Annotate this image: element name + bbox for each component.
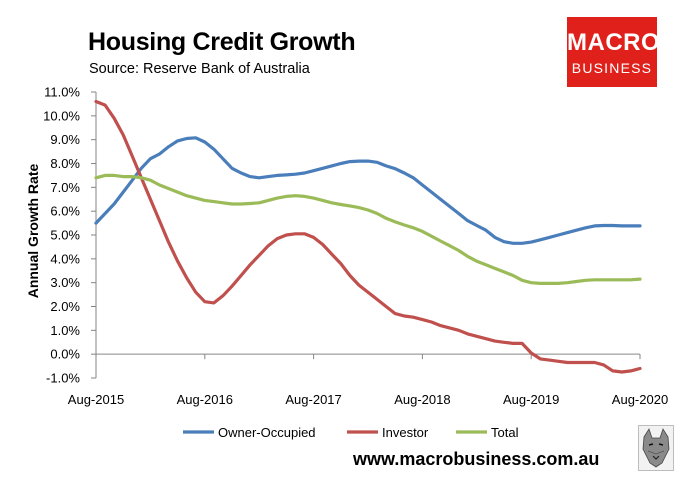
x-tick-labels: Aug-2015 Aug-2016 Aug-2017 Aug-2018 Aug-2019… xyxy=(68,392,668,407)
y-tick-labels: 11.0% 10.0% 9.0% 8.0% 7.0% 6.0% 5.0% 4.0% 3.0% 2.… xyxy=(43,85,80,386)
legend-label-total: Total xyxy=(491,425,519,440)
y-tick-label: 8.0% xyxy=(50,156,80,171)
y-tick-label: 3.0% xyxy=(50,275,80,290)
chart-axes xyxy=(91,91,641,379)
logo-text-macro: MACRO xyxy=(567,29,661,56)
y-tick-label: 1.0% xyxy=(50,323,80,338)
legend-label-investor: Investor xyxy=(382,425,429,440)
legend-label-owner-occupied: Owner-Occupied xyxy=(218,425,316,440)
y-tick-label: 2.0% xyxy=(50,299,80,314)
series-line-total xyxy=(94,173,642,285)
y-axis-label: Annual Growth Rate xyxy=(25,164,41,299)
y-tick-label: 11.0% xyxy=(44,85,80,100)
y-tick-label: 6.0% xyxy=(50,204,80,219)
y-tick-label: -1.0% xyxy=(46,371,80,386)
logo-text-business: BUSINESS xyxy=(571,60,653,76)
x-tick-label: Aug-2019 xyxy=(503,392,559,407)
chart-legend: Owner-Occupied Investor Total xyxy=(183,425,519,440)
y-tick-label: 10.0% xyxy=(43,108,80,123)
macrobusiness-logo[interactable]: MACRO BUSINESS xyxy=(567,17,661,87)
y-tick-label: 9.0% xyxy=(50,132,80,147)
chart-source: Source: Reserve Bank of Australia xyxy=(89,61,310,77)
y-tick-label: 4.0% xyxy=(50,251,80,266)
website-url[interactable]: www.macrobusiness.com.au xyxy=(353,449,600,469)
x-tick-label: Aug-2017 xyxy=(285,392,341,407)
series-line-owner-occupied xyxy=(94,136,642,245)
series-line-investor xyxy=(94,99,642,374)
x-tick-label: Aug-2020 xyxy=(612,392,668,407)
x-tick-label: Aug-2018 xyxy=(394,392,450,407)
y-tick-label: 7.0% xyxy=(50,180,80,195)
chart-title: Housing Credit Growth xyxy=(88,28,356,56)
y-tick-label: 0.0% xyxy=(50,347,80,362)
series-lines xyxy=(94,99,642,374)
x-tick-label: Aug-2016 xyxy=(177,392,233,407)
wolf-mascot-icon xyxy=(638,425,674,471)
y-tick-label: 5.0% xyxy=(50,228,80,243)
x-tick-label: Aug-2015 xyxy=(68,392,124,407)
